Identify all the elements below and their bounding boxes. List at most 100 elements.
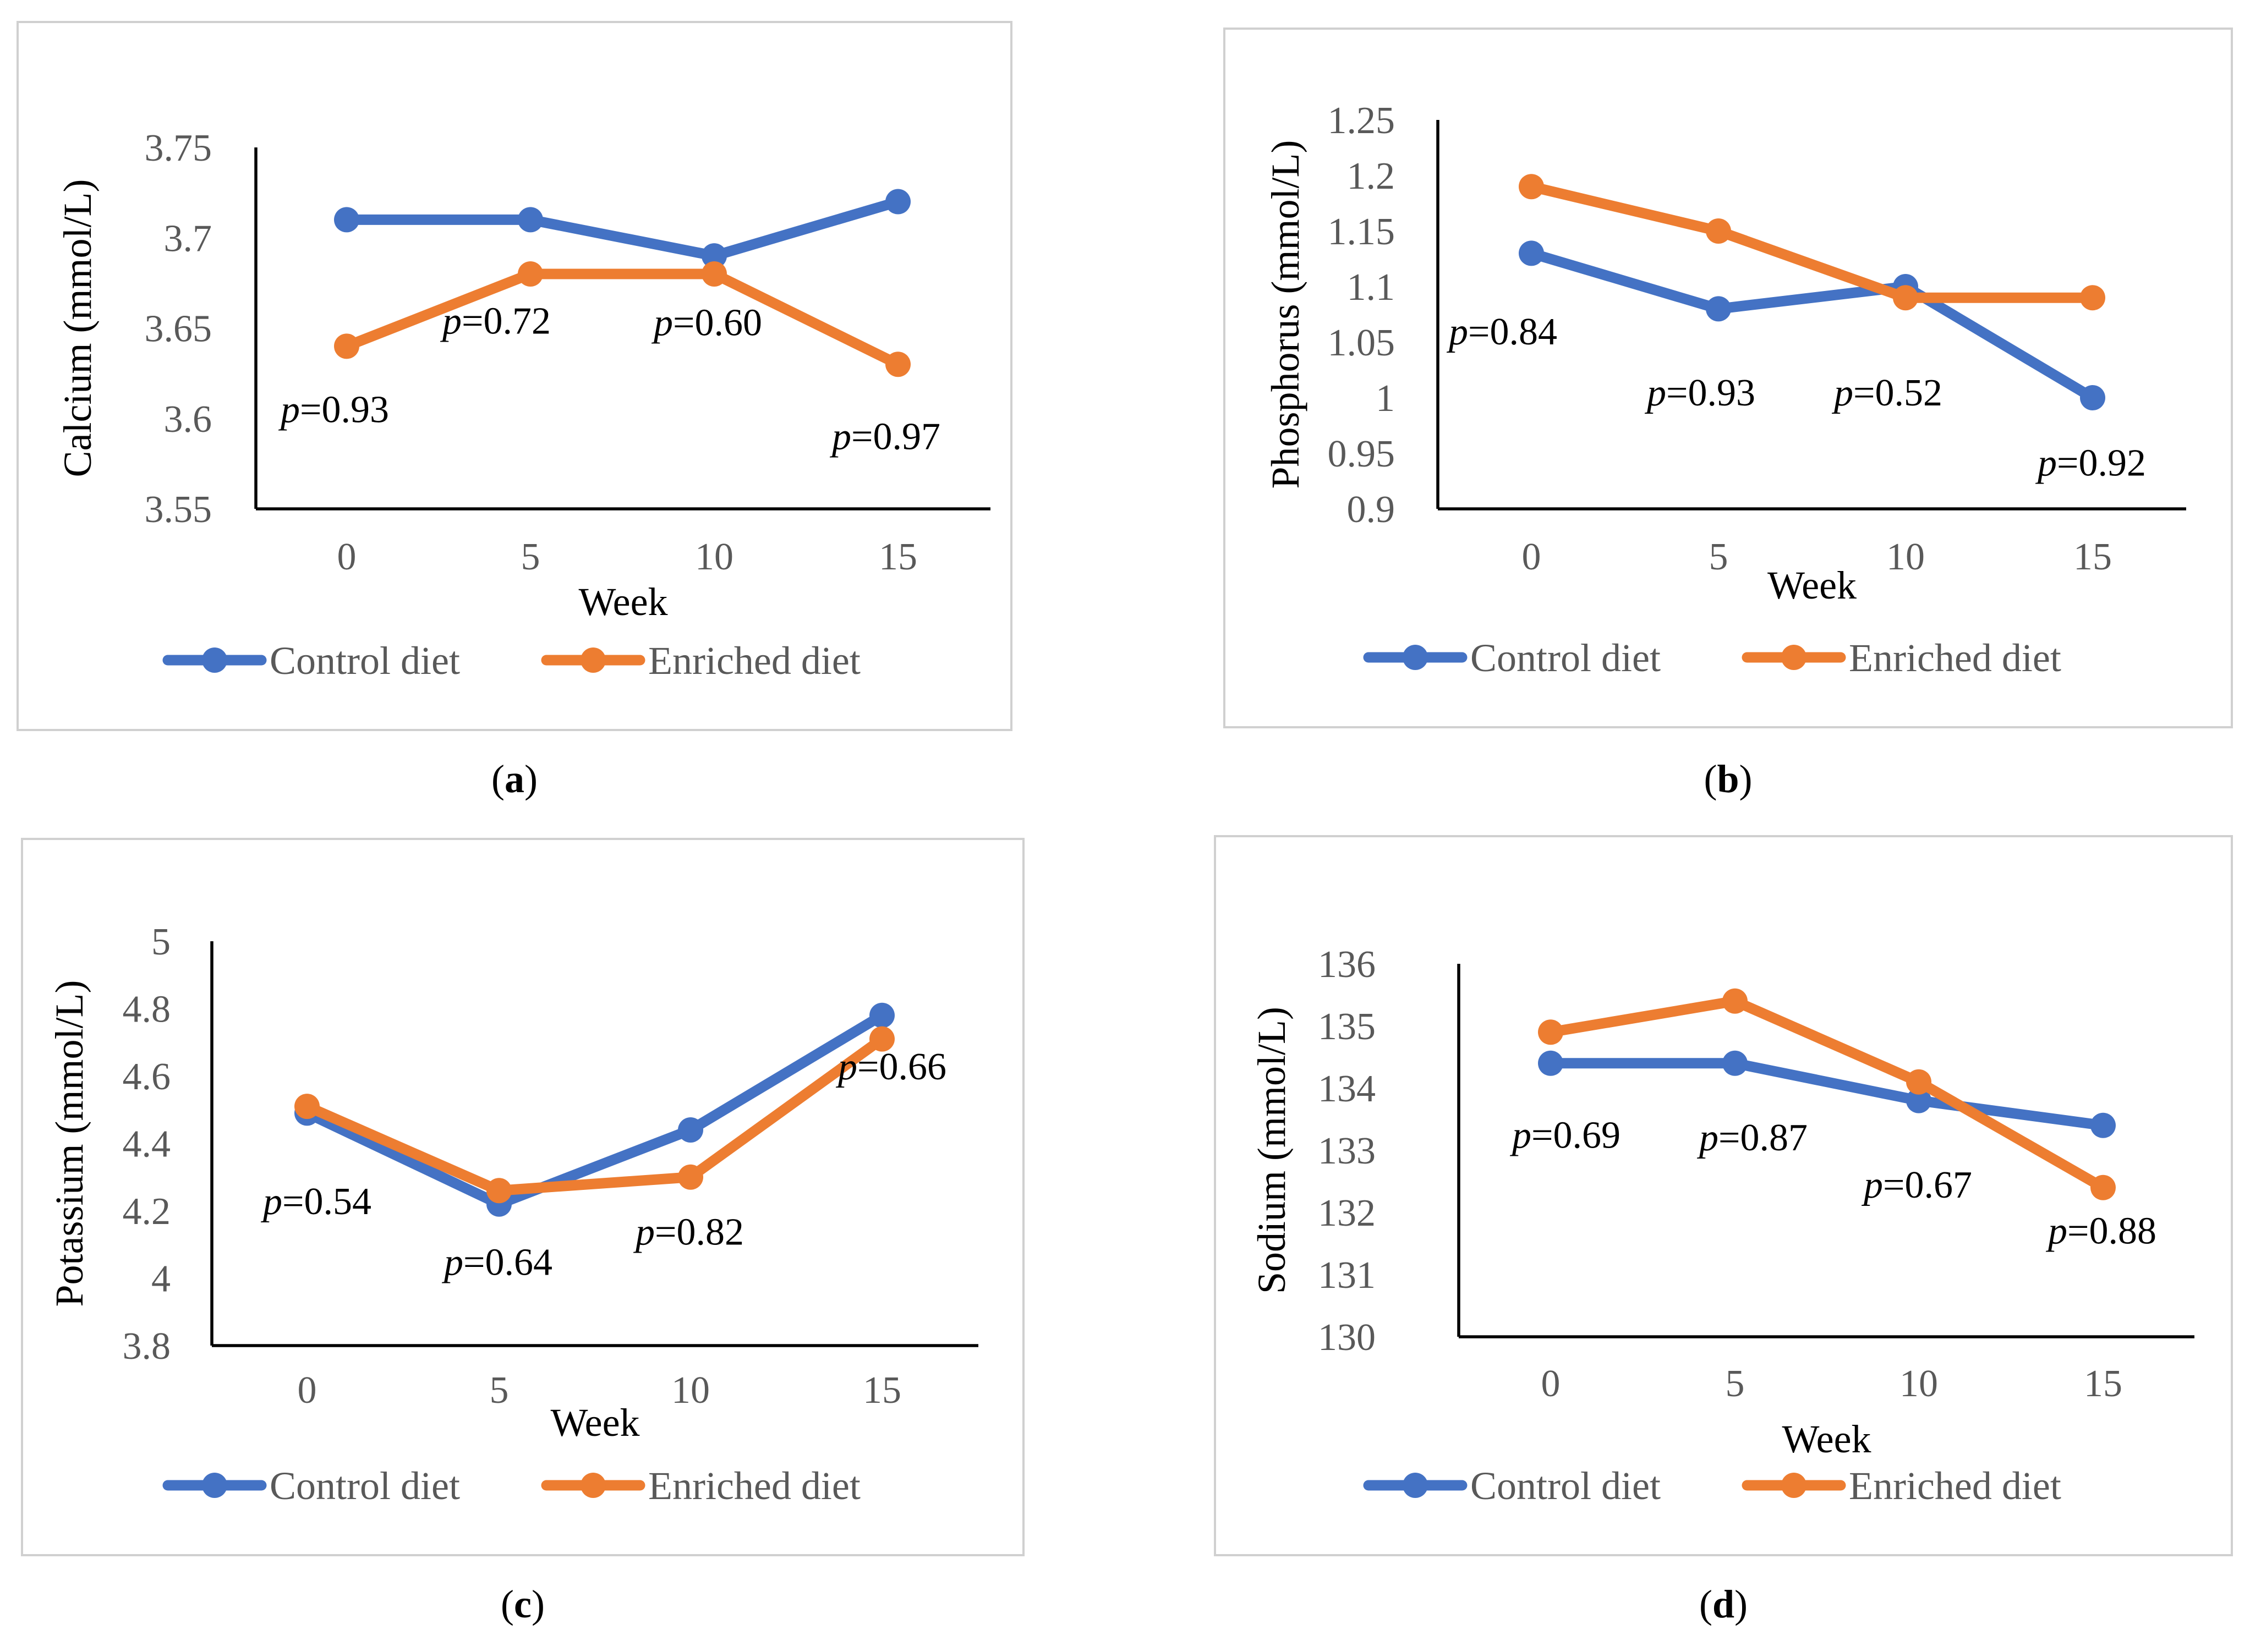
p-value-label: p=0.67 [1861, 1164, 1972, 1206]
y-tick-label: 3.7 [164, 217, 212, 260]
enriched-diet-point [1893, 285, 1918, 311]
enriched-diet-point [1706, 218, 1731, 244]
y-tick-label: 1.2 [1347, 155, 1395, 197]
control-diet-point [702, 243, 727, 269]
enriched-diet-point [1538, 1019, 1563, 1045]
control-diet-line [341, 196, 904, 261]
p-value-label: p=0.92 [2035, 442, 2146, 484]
chart-frame [21, 838, 1025, 1556]
enriched-diet-line [1526, 181, 2098, 303]
enriched-diet-point [869, 1026, 895, 1052]
x-tick-label: 15 [863, 1369, 901, 1412]
legend-label: Control diet [270, 1464, 460, 1508]
y-tick-label: 132 [1318, 1192, 1376, 1234]
legend-marker [581, 1473, 606, 1498]
legend-label: Control diet [1470, 1464, 1661, 1508]
x-tick-label: 0 [298, 1369, 317, 1412]
x-tick-label: 5 [1709, 536, 1728, 578]
panel-caption-d: (d) [1699, 1582, 1748, 1626]
legend-label: Enriched diet [648, 639, 861, 683]
control-diet-line [1526, 248, 2098, 403]
y-axis-title: Potassium (mmol/L) [47, 980, 91, 1307]
y-tick-label: 1 [1376, 377, 1395, 420]
x-axis-title: Week [578, 580, 667, 624]
legend-marker [581, 647, 606, 673]
y-axis-title: Phosphorus (mmol/L) [1263, 140, 1307, 489]
chart-panel-a: 3.55 3.6 3.65 3.7 3.75 0 5 10 15 Week Calcium (mmo… [17, 21, 1012, 731]
control-diet-line [302, 1010, 888, 1210]
x-tick-label: 0 [337, 536, 357, 578]
control-diet-point [1538, 1050, 1563, 1076]
enriched-legend-entry: Enriched diet [541, 639, 861, 683]
enriched-diet-line [341, 268, 904, 370]
legend-marker [202, 1473, 227, 1498]
x-tick-label: 15 [2073, 536, 2112, 578]
legend-marker [1781, 645, 1806, 670]
control-diet-point [1519, 240, 1544, 266]
y-tick-label: 134 [1318, 1068, 1376, 1110]
enriched-diet-point [2080, 285, 2105, 311]
control-diet-point [334, 207, 359, 233]
y-tick-label: 3.8 [123, 1325, 171, 1368]
y-tick-label: 1.25 [1328, 100, 1395, 142]
chart-frame [1214, 835, 2233, 1556]
x-tick-label: 10 [671, 1369, 710, 1412]
enriched-diet-point [1722, 988, 1748, 1014]
p-value-label: p=0.88 [2045, 1210, 2156, 1253]
legend-label: Enriched diet [648, 1464, 861, 1508]
x-axis-title: Week [1782, 1417, 1871, 1461]
p-value-label: p=0.66 [835, 1046, 946, 1088]
legend-marker [1403, 645, 1428, 670]
p-value-label: p=0.84 [1446, 311, 1557, 353]
p-value-label: p=0.52 [1831, 372, 1942, 414]
y-tick-label: 135 [1318, 1006, 1376, 1048]
enriched-legend-entry: Enriched diet [1742, 1464, 2061, 1508]
x-tick-label: 10 [1886, 536, 1925, 578]
legend-marker [202, 647, 227, 673]
control-diet-point [1706, 296, 1731, 322]
control-diet-point [1906, 1088, 1931, 1113]
control-diet-point [2090, 1112, 2116, 1138]
y-tick-label: 1.05 [1328, 322, 1395, 364]
legend-marker [1403, 1473, 1428, 1498]
x-tick-label: 10 [695, 536, 733, 578]
x-tick-label: 5 [490, 1369, 509, 1412]
enriched-diet-point [518, 261, 543, 287]
p-value-label: p=0.93 [278, 388, 389, 431]
panel-caption-a: (a) [491, 757, 538, 801]
enriched-diet-point [885, 352, 911, 377]
control-diet-point [885, 189, 911, 215]
control-diet-line [1545, 1058, 2109, 1131]
p-value-label: p=0.82 [633, 1211, 744, 1253]
control-legend-entry: Control diet [162, 639, 460, 683]
y-tick-label: 4.8 [123, 989, 171, 1031]
y-tick-label: 3.6 [164, 398, 212, 441]
panel-caption-c: (c) [501, 1582, 545, 1626]
control-diet-point [1722, 1050, 1748, 1076]
x-axis-title: Week [550, 1401, 639, 1445]
enriched-diet-point [486, 1178, 512, 1204]
x-tick-label: 15 [2084, 1363, 2122, 1405]
y-tick-label: 130 [1318, 1316, 1376, 1359]
p-value-label: p=0.87 [1696, 1117, 1808, 1159]
enriched-diet-point [1519, 174, 1544, 200]
y-axis-title: Calcium (mmol/L) [56, 179, 100, 478]
enriched-diet-point [334, 333, 359, 359]
y-tick-label: 133 [1318, 1130, 1376, 1172]
enriched-diet-line [1545, 996, 2109, 1193]
p-value-label: p=0.72 [440, 300, 551, 342]
x-tick-label: 5 [1726, 1363, 1745, 1405]
enriched-diet-point [2090, 1174, 2116, 1200]
control-diet-point [518, 207, 543, 233]
legend-marker [1781, 1473, 1806, 1498]
y-tick-label: 4.2 [123, 1190, 171, 1233]
y-tick-label: 4.6 [123, 1056, 171, 1098]
enriched-diet-point [294, 1094, 320, 1119]
enriched-legend-entry: Enriched diet [541, 1464, 861, 1508]
control-legend-entry: Control diet [1363, 636, 1661, 680]
legend-label: Enriched diet [1849, 636, 2061, 680]
x-tick-label: 15 [879, 536, 917, 578]
p-value-label: p=0.93 [1644, 372, 1755, 414]
control-diet-point [2080, 385, 2105, 410]
y-tick-label: 3.65 [145, 308, 212, 350]
